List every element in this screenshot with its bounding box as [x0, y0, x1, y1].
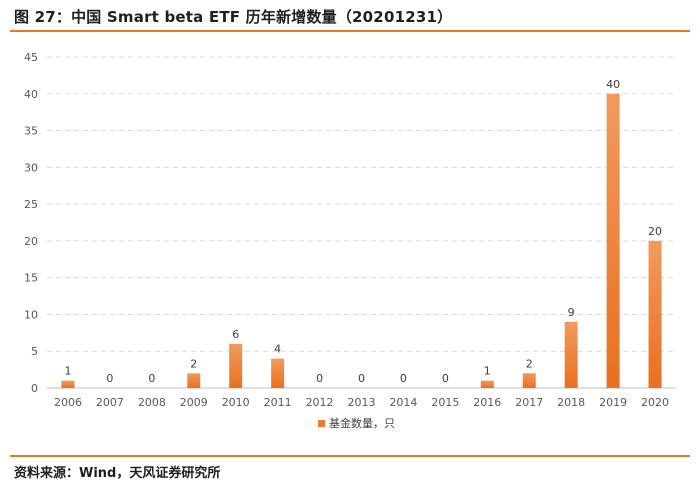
y-tick-label: 0: [31, 382, 38, 395]
legend: 基金数量，只: [318, 416, 395, 430]
x-tick-label: 2017: [515, 396, 543, 409]
x-tick-label: 2013: [348, 396, 376, 409]
data-label: 1: [64, 365, 71, 378]
bar: [522, 373, 536, 388]
data-label: 0: [442, 372, 449, 385]
bar: [648, 240, 662, 388]
x-tick-label: 2012: [306, 396, 334, 409]
data-label: 0: [106, 372, 113, 385]
data-label: 2: [190, 357, 197, 370]
chart-title: 图 27：中国 Smart beta ETF 历年新增数量（20201231）: [14, 8, 453, 26]
x-tick-label: 2006: [54, 396, 82, 409]
x-axis-ticks: 2006 2007 2008 2009 2010 2011 2012 2013 2014 2015…: [54, 396, 669, 409]
data-label: 9: [568, 306, 575, 319]
bars: [61, 93, 662, 389]
y-tick-label: 20: [24, 235, 38, 248]
bar: [480, 380, 494, 388]
data-label: 20: [648, 225, 662, 238]
data-label: 2: [526, 357, 533, 370]
y-axis-ticks: 0 5 10 15 20 25 30 35 40 45: [24, 51, 38, 395]
data-label: 0: [148, 372, 155, 385]
y-tick-label: 25: [24, 198, 38, 211]
x-tick-label: 2018: [557, 396, 585, 409]
top-divider: [10, 30, 690, 32]
x-tick-label: 2020: [641, 396, 669, 409]
bar: [229, 343, 243, 388]
gridlines: [47, 56, 676, 389]
y-tick-label: 40: [24, 88, 38, 101]
data-label: 1: [484, 365, 491, 378]
bar: [564, 321, 578, 388]
legend-swatch: [318, 420, 325, 427]
bottom-divider: [10, 455, 690, 457]
data-label: 4: [274, 343, 281, 356]
data-label: 40: [606, 78, 620, 91]
data-label: 0: [358, 372, 365, 385]
source-note: 资料来源：Wind，天风证券研究所: [14, 466, 221, 481]
x-tick-label: 2007: [96, 396, 124, 409]
y-tick-label: 30: [24, 161, 38, 174]
bar: [187, 373, 201, 388]
bar: [271, 358, 285, 388]
x-tick-label: 2010: [222, 396, 250, 409]
x-tick-label: 2016: [473, 396, 501, 409]
bar: [61, 380, 75, 388]
x-tick-label: 2009: [180, 396, 208, 409]
y-tick-label: 5: [31, 345, 38, 358]
legend-label: 基金数量，只: [329, 416, 395, 430]
data-label: 0: [316, 372, 323, 385]
data-label: 0: [400, 372, 407, 385]
x-tick-label: 2015: [431, 396, 459, 409]
y-tick-label: 35: [24, 125, 38, 138]
y-tick-label: 15: [24, 272, 38, 285]
data-label: 6: [232, 328, 239, 341]
x-tick-label: 2019: [599, 396, 627, 409]
y-tick-label: 45: [24, 51, 38, 64]
bar: [606, 93, 620, 389]
y-tick-label: 10: [24, 308, 38, 321]
x-tick-label: 2014: [389, 396, 417, 409]
x-tick-label: 2011: [264, 396, 292, 409]
x-tick-label: 2008: [138, 396, 166, 409]
